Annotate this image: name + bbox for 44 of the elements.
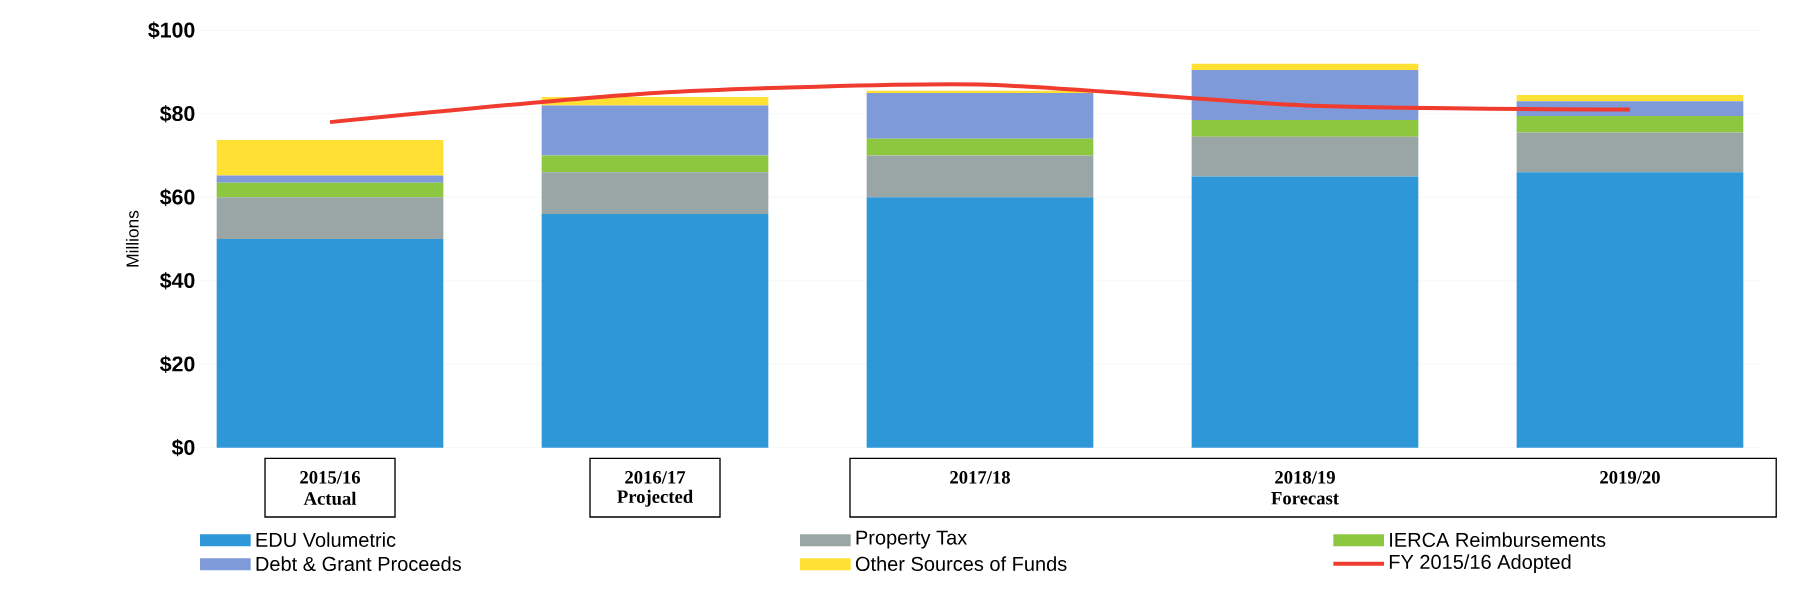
bar [216, 140, 444, 176]
bar [1516, 132, 1744, 173]
y-tick-label: $80 [159, 105, 195, 123]
x-tick-label: 2017/18 [950, 471, 1010, 484]
legend-label: FY 2015/16 Adopted [1389, 554, 1571, 573]
bar [1516, 115, 1744, 133]
y-tick-label: $0 [171, 438, 195, 457]
x-tick-label: 2019/20 [1600, 471, 1660, 484]
bar [216, 175, 444, 183]
text: Forecast [1271, 492, 1339, 505]
line-series [328, 82, 1632, 125]
legend-label: Debt & Grant Proceeds [256, 556, 461, 571]
x-tick-label: 2018/19 [1275, 471, 1335, 484]
y-tick-label: $100 [148, 21, 195, 40]
y-tick-label: $40 [159, 272, 195, 290]
legend-label: Other Sources of Funds [855, 556, 1067, 571]
bar [1191, 63, 1419, 70]
bar [541, 172, 769, 214]
bar [1516, 172, 1744, 448]
legend-label: EDU Volumetric [256, 532, 396, 547]
bar [866, 155, 1094, 198]
x-tick-label: 2015/16 [300, 471, 361, 484]
bar [1191, 136, 1419, 177]
bar [541, 213, 769, 448]
bar [541, 105, 769, 156]
y-tick-label: $60 [159, 188, 195, 206]
bar [866, 197, 1094, 448]
bar [866, 92, 1094, 139]
bar [866, 138, 1094, 156]
y-axis-title: Millions [125, 210, 139, 267]
x-tick-label: 2016/17 [625, 471, 686, 484]
bar [1191, 120, 1419, 137]
bar [541, 155, 769, 173]
text: Projected [617, 489, 693, 507]
legend-label: Property Tax [856, 530, 967, 549]
bar [1516, 95, 1744, 102]
bar [1191, 176, 1419, 448]
bar [1191, 69, 1419, 121]
bar [216, 197, 444, 239]
text: Actual [303, 491, 357, 505]
bar [216, 182, 444, 198]
bar [216, 238, 444, 448]
legend-label: IERCA Reimbursements [1390, 532, 1606, 547]
y-tick-label: $20 [159, 355, 195, 373]
